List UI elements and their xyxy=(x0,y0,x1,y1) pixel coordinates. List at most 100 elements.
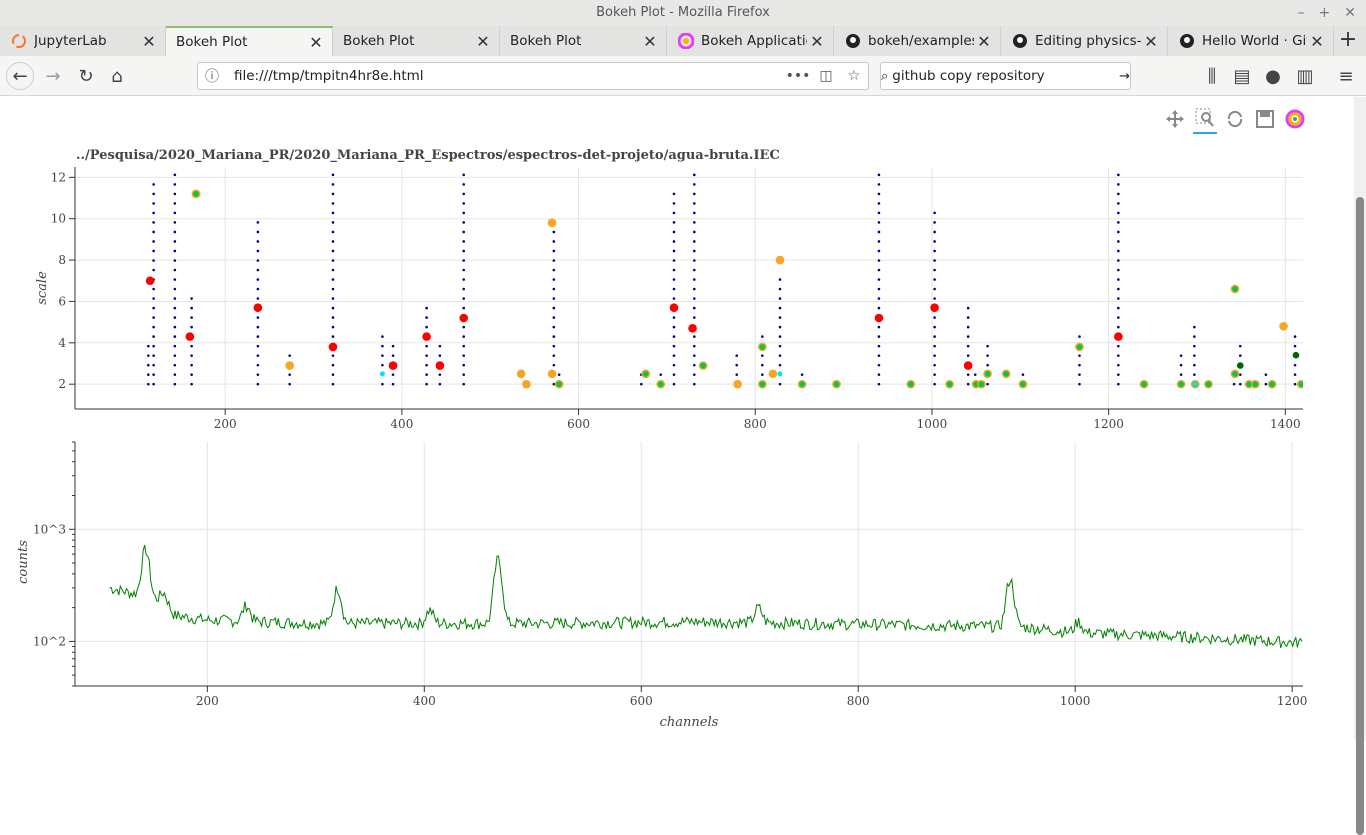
dot-marker xyxy=(391,373,395,376)
tab-jupyterlab[interactable]: JupyterLab ✕ xyxy=(0,26,166,56)
close-tab-icon[interactable]: ✕ xyxy=(977,31,991,51)
url-text[interactable]: file:///tmp/tmpitn4hr8e.html xyxy=(234,68,424,84)
close-tab-icon[interactable]: ✕ xyxy=(643,31,657,51)
dot-marker xyxy=(462,382,466,386)
dot-marker xyxy=(693,335,696,338)
menu-icon[interactable]: ≡ xyxy=(1338,65,1354,87)
dot-marker xyxy=(659,373,663,376)
y-tick-label: 10^2 xyxy=(33,634,66,648)
dot-marker xyxy=(933,221,936,224)
tab-bokeh-plot-2[interactable]: Bokeh Plot ✕ xyxy=(333,26,500,56)
tab-editing-physics[interactable]: Editing physics-co ✕ xyxy=(1001,26,1168,56)
dot-marker xyxy=(256,259,260,262)
bokeh-logo-icon[interactable] xyxy=(1283,104,1307,134)
close-tab-icon[interactable]: ✕ xyxy=(142,31,156,51)
search-text[interactable]: github copy repository xyxy=(892,68,1045,84)
dot-marker xyxy=(693,382,696,386)
dot-marker xyxy=(973,373,977,376)
tab-bokeh-examples[interactable]: bokeh/examples/ ✕ xyxy=(834,26,1001,56)
dot-marker xyxy=(735,354,739,357)
dot-marker xyxy=(778,316,782,319)
dot-marker xyxy=(173,316,177,319)
github-icon xyxy=(1011,32,1029,50)
extensions-icon[interactable]: ▥ xyxy=(1296,65,1314,87)
dot-marker xyxy=(552,297,556,300)
account-icon[interactable]: ● xyxy=(1265,65,1281,87)
dot-marker xyxy=(986,363,989,367)
dot-marker xyxy=(331,221,335,224)
x-tick-label: 1400 xyxy=(1270,417,1301,431)
tab-bokeh-plot-active[interactable]: Bokeh Plot ✕ xyxy=(166,26,333,56)
orange-marker xyxy=(547,218,557,228)
dot-marker xyxy=(1293,382,1297,386)
green-marker xyxy=(983,369,992,379)
pan-icon[interactable] xyxy=(1163,104,1187,134)
save-icon[interactable] xyxy=(1253,104,1277,134)
dot-marker xyxy=(693,221,696,224)
back-button[interactable]: ← xyxy=(6,62,34,90)
red-marker xyxy=(963,361,973,370)
dot-marker xyxy=(693,202,696,205)
close-tab-icon[interactable]: ✕ xyxy=(309,32,323,52)
scrollbar-thumb[interactable] xyxy=(1356,197,1364,835)
orange-marker xyxy=(547,369,557,379)
y-axis-label: counts xyxy=(16,540,31,584)
tab-bokeh-application[interactable]: Bokeh Application ✕ xyxy=(667,26,834,56)
dot-marker xyxy=(1179,354,1183,357)
minimize-icon[interactable]: – xyxy=(1297,5,1305,21)
dot-marker xyxy=(672,335,676,338)
new-tab-button[interactable]: + xyxy=(1338,27,1358,52)
close-window-icon[interactable]: ✕ xyxy=(1344,5,1356,21)
dot-marker xyxy=(425,344,428,348)
dot-marker xyxy=(933,211,936,215)
tab-bokeh-plot-3[interactable]: Bokeh Plot ✕ xyxy=(500,26,667,56)
dot-marker xyxy=(381,335,384,338)
dot-marker xyxy=(462,344,466,348)
green-marker xyxy=(641,369,651,379)
dot-marker xyxy=(256,373,260,376)
dot-marker xyxy=(877,373,881,376)
home-button[interactable]: ⌂ xyxy=(111,65,123,87)
close-tab-icon[interactable]: ✕ xyxy=(1144,31,1158,51)
dot-marker xyxy=(672,373,676,376)
dot-marker xyxy=(381,382,384,386)
page-scrollbar[interactable] xyxy=(1354,97,1366,835)
close-tab-icon[interactable]: ✕ xyxy=(1310,31,1324,51)
search-go-icon[interactable]: → xyxy=(1119,68,1130,84)
dot-marker xyxy=(331,382,335,386)
page-actions-icon[interactable]: ••• xyxy=(785,68,811,84)
dot-marker xyxy=(672,278,676,281)
y-tick-label: 6 xyxy=(58,294,66,308)
close-tab-icon[interactable]: ✕ xyxy=(810,31,824,51)
dot-marker xyxy=(1179,363,1183,367)
tab-hello-world[interactable]: Hello World · GitH ✕ xyxy=(1168,26,1334,56)
sidebar-icon[interactable]: ▤ xyxy=(1233,65,1251,87)
maximize-icon[interactable]: + xyxy=(1318,5,1331,21)
dot-marker xyxy=(173,306,177,310)
reload-button[interactable]: ↻ xyxy=(78,65,94,87)
orange-marker xyxy=(1279,321,1288,331)
dot-marker xyxy=(1117,382,1120,386)
dot-marker xyxy=(152,240,155,243)
dot-marker xyxy=(331,183,335,186)
github-icon xyxy=(1178,32,1196,50)
reset-icon[interactable] xyxy=(1223,104,1247,134)
library-icon[interactable]: ⫼ xyxy=(1207,65,1217,87)
bookmark-star-icon[interactable]: ☆ xyxy=(847,68,861,84)
pocket-icon[interactable]: ◫ xyxy=(819,68,833,84)
dot-marker xyxy=(693,316,696,319)
close-tab-icon[interactable]: ✕ xyxy=(476,31,490,51)
forward-button[interactable]: → xyxy=(45,65,61,87)
dot-marker xyxy=(425,354,428,357)
url-bar[interactable]: ⓘ file:///tmp/tmpitn4hr8e.html ••• ◫ ☆ xyxy=(197,62,869,90)
dot-marker xyxy=(462,249,466,253)
dot-marker xyxy=(693,240,696,243)
search-bar[interactable]: ⌕ github copy repository → xyxy=(880,62,1131,90)
info-icon[interactable]: ⓘ xyxy=(205,69,219,85)
dot-marker xyxy=(462,268,466,272)
dot-marker xyxy=(173,173,177,177)
green-marker xyxy=(698,361,708,370)
dot-marker xyxy=(672,363,676,367)
dot-marker xyxy=(693,173,696,177)
box-zoom-icon[interactable] xyxy=(1193,104,1217,134)
